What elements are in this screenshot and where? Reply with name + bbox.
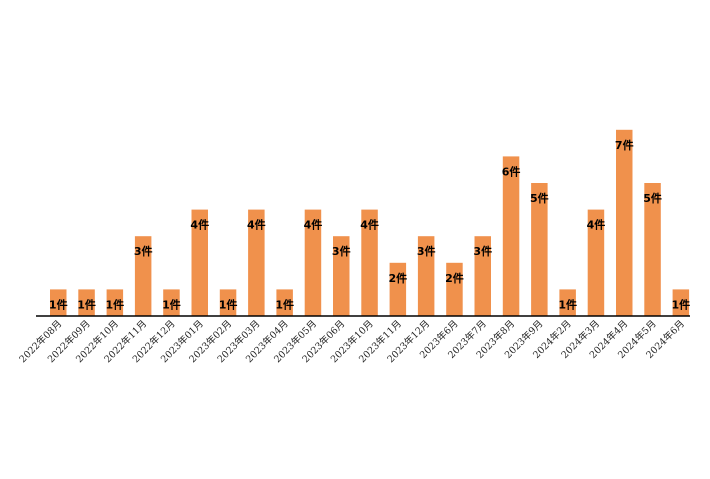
bar (446, 262, 463, 316)
bar-data-label: 2件 (389, 271, 408, 285)
bar (78, 289, 95, 316)
bar (163, 289, 180, 316)
data-labels-group: 1件 1件 1件 3件 1件 4件 1件 4件 1件 4件 3件 4件 2件 3件 2件 3件 6件 5件 1件 4件… (49, 138, 690, 312)
bar-data-label: 1件 (162, 297, 181, 311)
bar-data-label: 2件 (445, 271, 464, 285)
bar (531, 183, 548, 316)
bar-data-label: 4件 (304, 218, 323, 232)
bar-data-label: 3件 (134, 244, 153, 258)
bar-data-label: 1件 (219, 297, 238, 311)
bar-data-label: 4件 (247, 218, 266, 232)
bar (361, 209, 378, 316)
bar-data-label: 1件 (672, 297, 691, 311)
bar (333, 236, 350, 316)
bar-data-label: 4件 (587, 218, 606, 232)
bar (559, 289, 576, 316)
bar-data-label: 1件 (275, 297, 294, 311)
bar (502, 156, 520, 316)
bar (50, 289, 67, 316)
bar-data-label: 1件 (106, 297, 125, 311)
bar (417, 236, 435, 316)
bar-data-label: 5件 (643, 191, 662, 205)
x-tick-labels-group: 2022年08月2022年09月2022年10月2022年11月2022年12月… (17, 318, 687, 366)
bar (106, 289, 124, 316)
bar (616, 129, 633, 316)
bar (672, 289, 690, 316)
bar (304, 209, 322, 316)
bar-data-label: 3件 (473, 244, 492, 258)
bar (644, 183, 661, 316)
bar-data-label: 4件 (360, 218, 379, 232)
bar-data-label: 1件 (49, 297, 68, 311)
bar-data-label: 6件 (502, 164, 521, 178)
bar (276, 289, 293, 316)
bar-data-label: 4件 (190, 218, 209, 232)
bar-data-label: 3件 (332, 244, 351, 258)
bar (134, 236, 152, 316)
bar (248, 209, 265, 316)
bar (219, 289, 237, 316)
bar (474, 236, 491, 316)
bar-data-label: 3件 (417, 244, 436, 258)
bar-data-label: 1件 (558, 297, 577, 311)
bar (389, 262, 407, 316)
bars-group (50, 129, 690, 316)
bar-data-label: 7件 (615, 138, 634, 152)
bar-data-label: 1件 (77, 297, 96, 311)
bar-data-label: 5件 (530, 191, 549, 205)
bar (191, 209, 208, 316)
bar (587, 209, 605, 316)
